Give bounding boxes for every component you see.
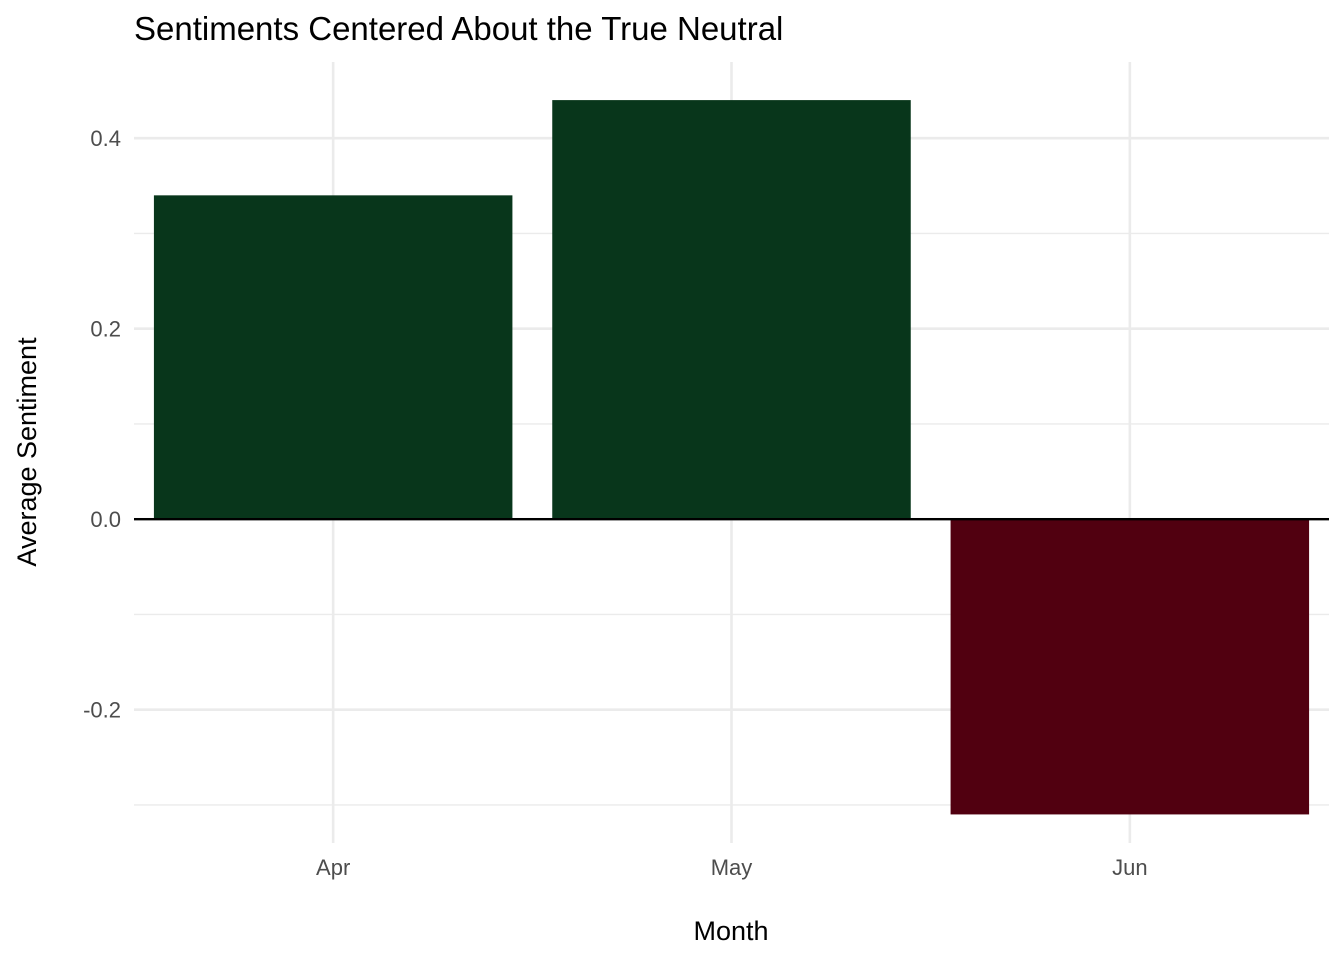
x-tick-label: Jun [1112,855,1147,880]
bar-jun [950,519,1310,815]
x-tick-label: Apr [316,855,350,880]
y-axis-label: Average Sentiment [12,337,42,567]
y-tick-label: -0.2 [83,698,121,723]
bar-apr [153,195,513,520]
x-tick-labels: Apr May Jun [316,855,1148,880]
bar-may [552,100,911,520]
x-axis-label: Month [693,916,768,946]
bars-layer [153,100,1310,815]
chart-title: Sentiments Centered About the True Neutr… [134,10,783,47]
y-tick-label: 0.4 [90,126,121,151]
y-tick-label: 0.2 [90,317,121,342]
x-tick-label: May [711,855,753,880]
y-tick-label: 0.0 [90,507,121,532]
y-tick-labels: 0.4 0.2 0.0 -0.2 [83,126,121,722]
